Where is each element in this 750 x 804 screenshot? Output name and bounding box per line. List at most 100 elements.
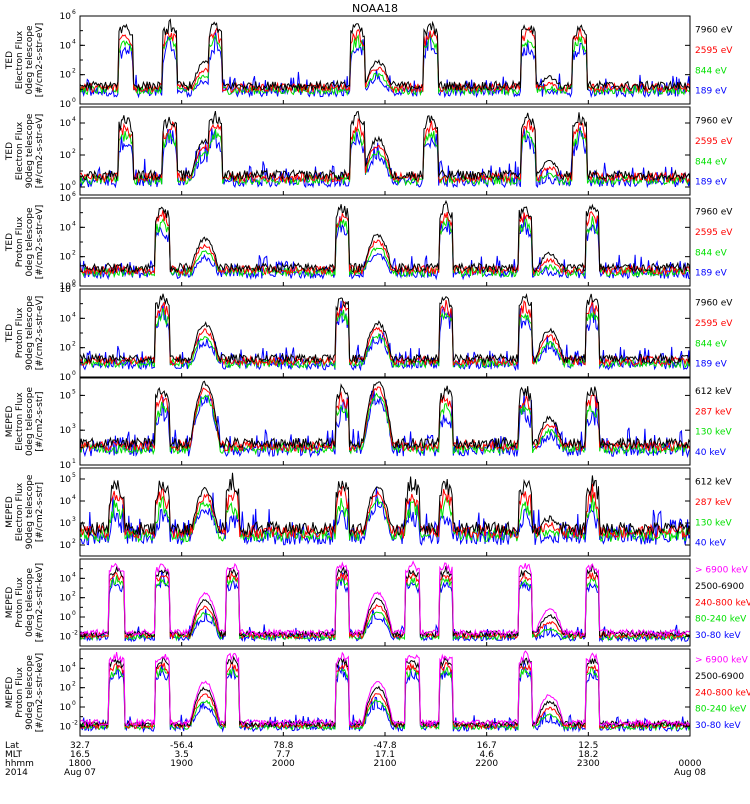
time-axis-row-label: 2014 [5,768,28,778]
panel-2-traces [80,110,690,189]
y-tick-exponent: 0 [72,700,76,707]
y-tick-exponent: 5 [72,388,76,395]
series-line [80,570,690,643]
legend-entry: 612 keV [695,387,732,397]
y-tick-label: 10 [60,632,72,642]
y-tick-label: 10 [60,574,72,584]
y-tick-label: 10 [60,475,72,485]
y-tick-label: 10 [60,194,72,204]
series-line [80,199,690,274]
panel-6-traces [80,472,690,546]
y-axis-label: [#/cm2-s-str-eV] [35,296,45,371]
legend-entry: 7960 eV [695,25,733,35]
legend-entry: 287 keV [695,407,732,417]
y-tick-label: 10 [60,519,72,529]
y-tick-exponent: 4 [72,571,76,578]
time-axis-value: 2100 [374,759,397,769]
time-axis-value: -56.4 [170,741,194,751]
legend-entry: 7960 eV [695,116,733,126]
y-tick-exponent: -2 [72,629,78,636]
y-tick-label: 10 [60,314,72,324]
time-axis-value: 1900 [170,759,193,769]
y-tick-exponent: 3 [72,516,76,523]
y-tick-exponent: 2 [72,341,76,348]
y-tick-exponent: 4 [72,220,76,227]
y-tick-label: 10 [60,613,72,623]
y-tick-label: 10 [60,12,72,22]
series-line [80,564,690,639]
panel-1-traces [80,18,690,99]
time-axis-value: 0000 [679,759,702,769]
y-tick-label: 10 [60,41,72,51]
y-axis-label: [#/cm2-s-str-eV] [35,205,45,280]
y-tick-label: 10 [60,223,72,233]
y-tick-label: 10 [60,282,72,292]
y-axis-label: [#/cm2-s-str-keV] [35,563,45,642]
legend-entry: 2500-6900 [695,582,744,592]
panel-5-traces [80,380,690,459]
y-tick-label: 10 [60,253,72,263]
series-line [80,380,690,451]
y-axis-label: 0deg telescope [25,568,35,638]
y-tick-exponent: 4 [72,494,76,501]
time-axis-value: 78.8 [273,741,293,751]
legend-entry: 40 keV [695,448,727,458]
y-tick-label: 10 [60,151,72,161]
series-line [80,661,690,731]
y-tick-label: 10 [60,722,72,732]
y-axis-label: [#/cm2-s-str-eV] [35,114,45,189]
series-line [80,292,690,365]
legend-entry: 189 eV [695,87,728,97]
y-axis-label: TED [5,233,15,252]
legend-entry: 2595 eV [695,46,733,56]
time-axis-value: Aug 08 [674,768,706,778]
time-axis-value: 1800 [69,759,92,769]
y-axis-label: 90deg telescope [25,655,35,730]
time-axis-value: 17.1 [375,750,395,760]
time-axis-value: 12.5 [578,741,598,751]
y-axis-label: MEPED [5,496,15,528]
legend-entry: 2500-6900 [695,672,744,682]
y-axis-label: MEPED [5,677,15,709]
y-tick-label: 10 [60,664,72,674]
y-tick-exponent: 6 [72,9,76,16]
time-axis-value: 32.7 [70,741,90,751]
y-axis-label: 0deg telescope [25,25,35,95]
time-axis-value: 4.6 [480,750,495,760]
legend-entry: 189 eV [695,178,728,188]
y-axis-label: [#/cm2-s-str-keV] [35,653,45,732]
y-tick-label: 10 [60,594,72,604]
y-tick-label: 10 [60,703,72,713]
legend-entry: 40 keV [695,539,727,549]
legend-entry: 844 eV [695,248,728,258]
y-tick-exponent: 3 [72,423,76,430]
y-axis-label: 0deg telescope [25,207,35,277]
series-line [80,472,690,537]
y-tick-label: 10 [60,373,72,383]
time-axis-value: -47.8 [373,741,397,751]
panel-4-traces [80,292,690,372]
time-axis-value: 16.5 [70,750,90,760]
y-axis-label: [#/cm2-s-str] [35,391,45,451]
series-line [80,299,690,367]
y-tick-exponent: 0 [72,610,76,617]
series-line [80,215,690,281]
panel-3-traces [80,199,690,281]
y-axis-label: TED [5,324,15,343]
legend-entry: 80-240 keV [695,705,747,715]
series-line [80,209,690,277]
y-tick-exponent: 0 [72,279,76,286]
legend-entry: 2595 eV [695,228,733,238]
y-tick-exponent: 4 [72,116,76,123]
y-axis-label: TED [5,142,15,161]
legend-entry: 844 eV [695,339,728,349]
series-line [80,486,690,546]
